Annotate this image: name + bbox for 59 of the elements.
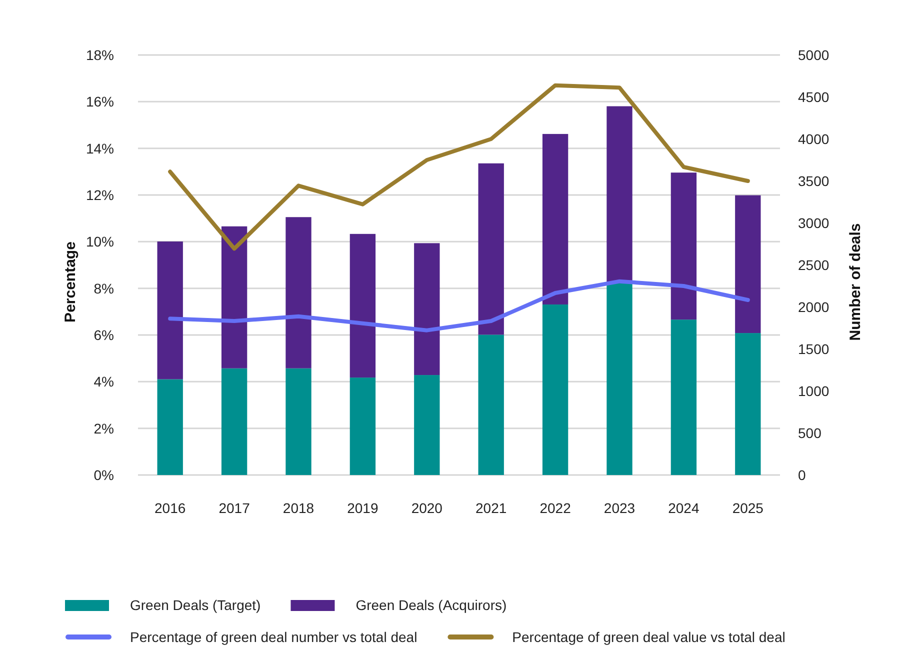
bar [735, 195, 761, 334]
y2-tick-label: 5000 [798, 47, 830, 63]
bar [157, 241, 183, 380]
x-tick-label: 2024 [668, 500, 700, 516]
bar [606, 283, 632, 475]
y-tick-label: 14% [86, 140, 114, 156]
bar [414, 243, 440, 376]
bar [350, 378, 376, 475]
bar [286, 217, 312, 368]
bar [350, 234, 376, 378]
y2-tick-label: 4000 [798, 131, 830, 147]
y2-axis-title: Number of deals [846, 223, 864, 341]
x-tick-label: 2018 [282, 500, 314, 516]
legend-label: Green Deals (Acquirors) [356, 597, 507, 613]
y-tick-label: 6% [94, 327, 114, 343]
y-tick-label: 8% [94, 280, 114, 296]
legend-label: Percentage of green deal number vs total deal [130, 629, 418, 645]
x-tick-label: 2016 [154, 500, 186, 516]
bar [414, 375, 440, 475]
y2-tick-label: 3500 [798, 173, 830, 189]
line-series [168, 83, 750, 251]
y-tick-label: 10% [86, 234, 114, 250]
y-tick-label: 16% [86, 94, 114, 110]
bar [221, 226, 248, 368]
x-tick-label: 2025 [732, 500, 764, 516]
y2-tick-label: 0 [798, 467, 806, 483]
bar [670, 172, 697, 320]
line-series [168, 279, 750, 332]
y2-tick-label: 1500 [798, 341, 830, 357]
x-tick-label: 2019 [347, 500, 378, 516]
y-tick-label: 0% [94, 467, 114, 483]
y2-tick-label: 2500 [798, 257, 830, 273]
y2-tick-label: 1000 [798, 383, 830, 399]
bar [542, 304, 568, 475]
bar [157, 379, 183, 475]
legend-label: Green Deals (Target) [130, 597, 261, 613]
bar [478, 334, 504, 475]
y2-tick-label: 2000 [798, 299, 830, 315]
x-tick-label: 2020 [411, 500, 443, 516]
x-tick-label: 2022 [540, 500, 572, 516]
x-tick-label: 2021 [476, 500, 507, 516]
y-tick-label: 18% [86, 47, 114, 63]
bar [542, 134, 568, 304]
y-tick-label: 4% [94, 374, 114, 390]
bar [606, 106, 632, 284]
bar [670, 320, 697, 475]
y-tick-label: 12% [86, 187, 114, 203]
x-tick-label: 2023 [604, 500, 636, 516]
y-axis-title: Percentage [62, 242, 78, 322]
bar [286, 368, 312, 475]
bar [221, 368, 248, 475]
y2-tick-label: 4500 [798, 89, 830, 105]
x-tick-label: 2017 [218, 500, 250, 516]
legend-label: Percentage of green deal value vs total deal [512, 629, 786, 645]
y2-tick-label: 500 [798, 425, 822, 441]
y2-tick-label: 3000 [798, 215, 830, 231]
bar [478, 163, 504, 335]
bar [735, 333, 761, 475]
y-tick-label: 2% [94, 420, 114, 436]
